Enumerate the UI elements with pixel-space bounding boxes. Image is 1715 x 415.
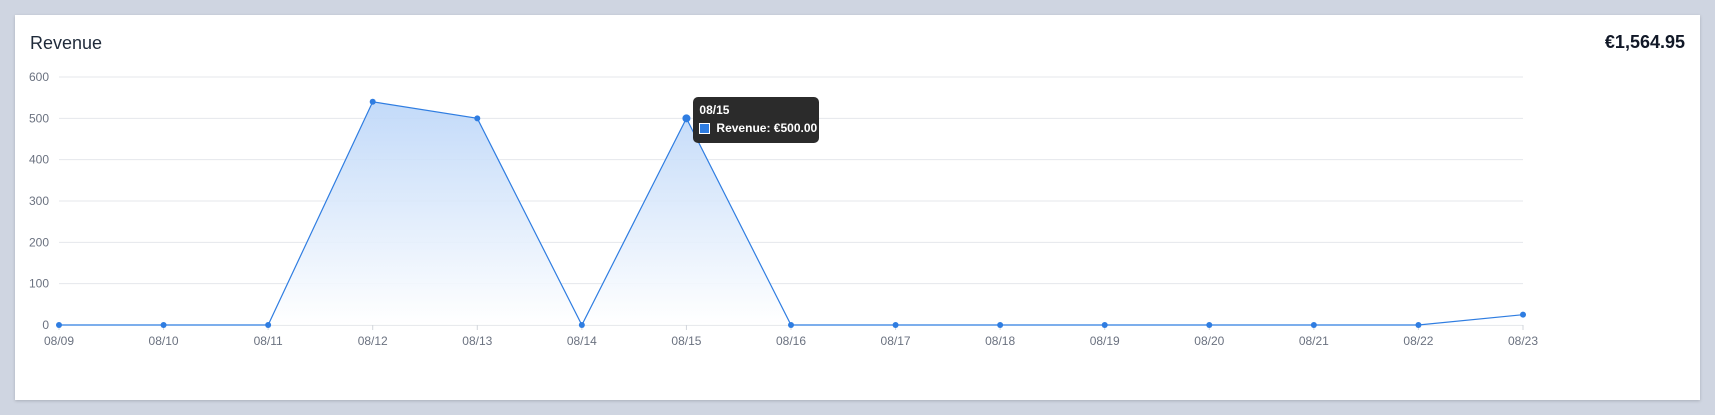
data-point[interactable] xyxy=(1206,322,1213,328)
data-point[interactable] xyxy=(1310,322,1317,328)
data-point[interactable] xyxy=(997,322,1004,328)
data-point[interactable] xyxy=(265,322,272,328)
y-tick-label: 600 xyxy=(29,70,49,84)
data-points xyxy=(56,98,1526,328)
x-tick-label: 08/17 xyxy=(881,334,911,348)
x-tick-label: 08/23 xyxy=(1508,334,1538,348)
x-tick-label: 08/10 xyxy=(149,334,179,348)
x-axis-labels: 08/09 08/10 08/11 08/12 08/13 08/14 08/15 08/16… xyxy=(44,325,1538,348)
series-swatch-icon xyxy=(699,122,711,134)
tooltip-value: €500.00 xyxy=(773,121,818,136)
data-point[interactable] xyxy=(1520,311,1526,318)
x-tick-label: 08/13 xyxy=(462,334,492,348)
tooltip-series-label: Revenue xyxy=(716,121,773,135)
data-point[interactable] xyxy=(578,322,585,328)
data-point[interactable] xyxy=(788,322,794,328)
card-title: Revenue xyxy=(30,33,103,53)
data-point[interactable] xyxy=(1101,322,1108,328)
x-tick-label: 08/09 xyxy=(44,334,74,348)
x-tick-label: 08/20 xyxy=(1194,334,1224,348)
x-tick-label: 08/16 xyxy=(776,334,806,348)
revenue-total: €1,564.95 xyxy=(1604,32,1685,52)
x-tick-label: 08/12 xyxy=(358,334,388,348)
x-tick-label: 08/21 xyxy=(1299,334,1329,348)
tooltip-row: Revenue €500.00 xyxy=(699,121,817,135)
x-tick-label: 08/14 xyxy=(567,334,597,348)
y-axis-labels: 0 100 200 300 400 500 600 xyxy=(29,70,49,332)
y-tick-label: 0 xyxy=(42,318,49,332)
tooltip-title: 08/15 xyxy=(699,103,730,118)
data-point[interactable] xyxy=(1415,322,1422,328)
chart-tooltip: 08/15 Revenue €500.00 xyxy=(693,97,820,144)
data-point[interactable] xyxy=(892,322,899,328)
revenue-card: Revenue €1,564.95 0 100 200 300 400 500 600 08… xyxy=(15,15,1700,400)
data-point[interactable] xyxy=(56,322,62,328)
x-tick-label: 08/11 xyxy=(254,334,283,348)
data-point[interactable] xyxy=(160,322,167,328)
revenue-chart[interactable]: 0 100 200 300 400 500 600 08/09 08/10 08/11 08/12… xyxy=(15,15,1700,400)
y-tick-label: 400 xyxy=(29,153,49,167)
y-tick-label: 100 xyxy=(29,277,49,291)
x-tick-label: 08/18 xyxy=(985,334,1015,348)
y-tick-label: 500 xyxy=(29,111,49,125)
y-tick-label: 200 xyxy=(29,235,49,249)
data-point[interactable] xyxy=(682,114,691,123)
x-tick-label: 08/15 xyxy=(671,334,701,348)
x-tick-label: 08/22 xyxy=(1403,334,1433,348)
x-tick-label: 08/19 xyxy=(1090,334,1120,348)
data-point[interactable] xyxy=(474,115,481,122)
revenue-area xyxy=(59,101,1523,325)
data-point[interactable] xyxy=(369,98,376,105)
y-tick-label: 300 xyxy=(29,194,49,208)
